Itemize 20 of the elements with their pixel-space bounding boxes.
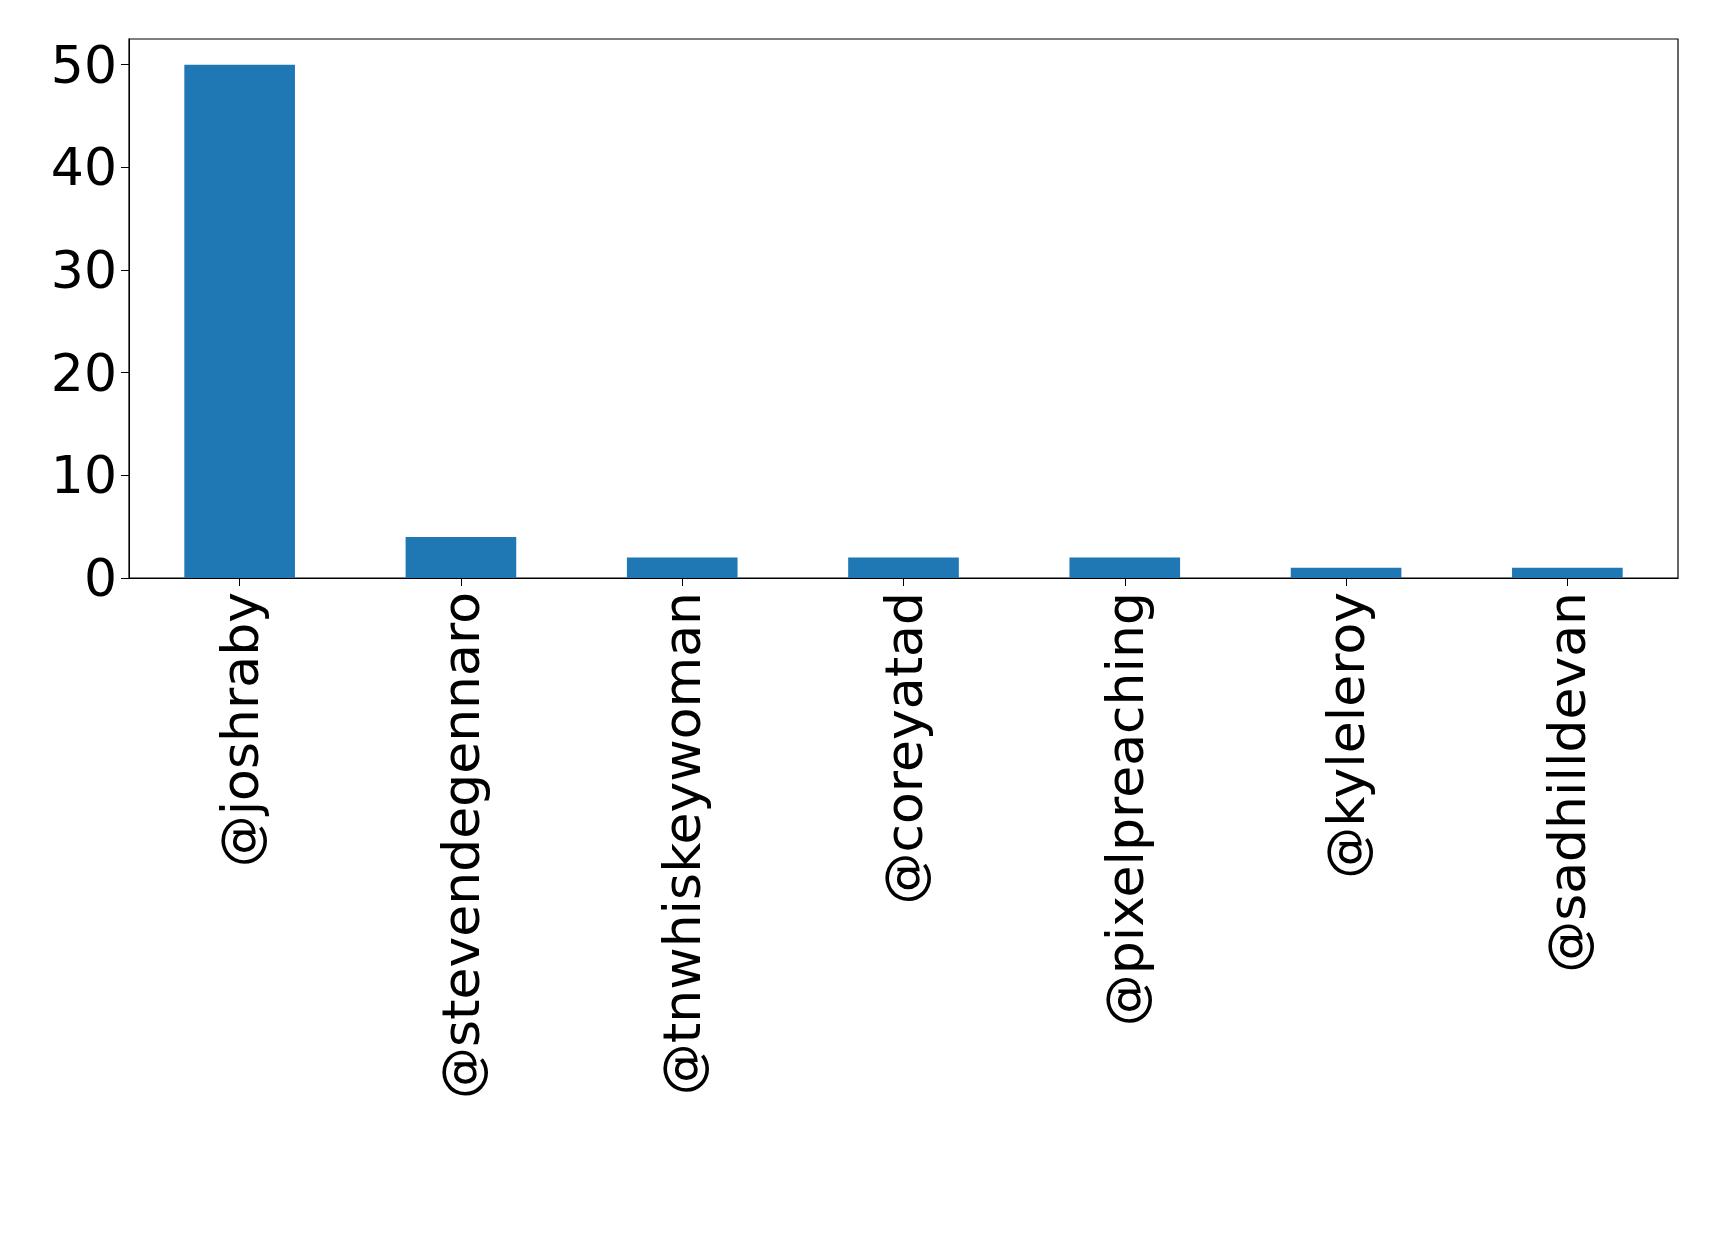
bar bbox=[405, 536, 517, 578]
y-tick-label: 30 bbox=[50, 240, 117, 300]
bar bbox=[1290, 567, 1402, 578]
bar bbox=[626, 557, 738, 578]
y-tick-label: 40 bbox=[50, 137, 117, 198]
y-tick-label: 10 bbox=[50, 445, 117, 506]
bar bbox=[1512, 567, 1623, 578]
x-tick-label: @pixelpreaching bbox=[1094, 592, 1155, 1027]
y-tick-label: 50 bbox=[50, 34, 117, 95]
x-tick-label: @kyleleroy bbox=[1316, 592, 1377, 879]
x-tick-label: @tnwhiskeywoman bbox=[652, 592, 713, 1096]
x-tick-label: @joshraby bbox=[209, 592, 270, 868]
x-tick-label: @coreyatad bbox=[873, 592, 934, 905]
bar bbox=[184, 64, 295, 578]
x-tick-label: @stevendegennaro bbox=[430, 592, 491, 1100]
bar bbox=[1069, 557, 1181, 578]
bar bbox=[848, 557, 959, 578]
y-tick-label: 0 bbox=[83, 548, 117, 608]
y-tick-label: 20 bbox=[50, 342, 117, 403]
x-tick-label: @sadhilldevan bbox=[1537, 592, 1598, 973]
